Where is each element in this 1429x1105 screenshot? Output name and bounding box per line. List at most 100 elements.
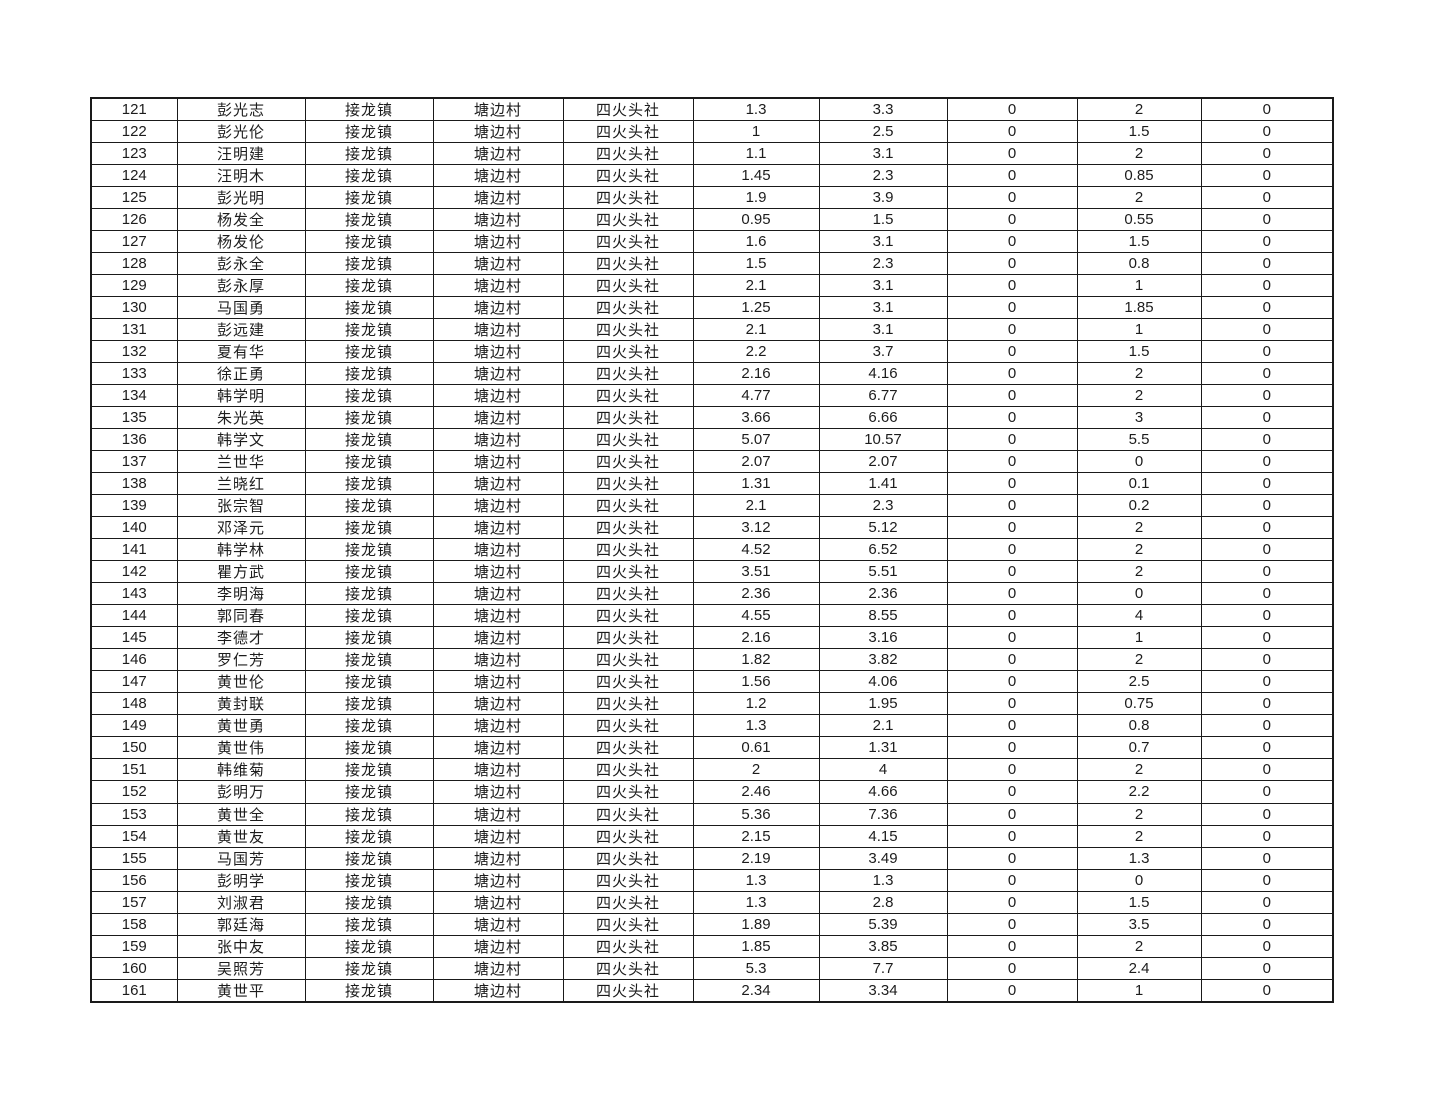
cell-row-number: 139 <box>90 494 178 518</box>
cell-value-1: 2.2 <box>692 340 820 364</box>
cell-person-name: 郭同春 <box>176 604 306 628</box>
cell-value-2: 1.95 <box>818 692 948 716</box>
cell-person-name: 瞿方武 <box>176 560 306 584</box>
cell-value-1: 2.46 <box>692 780 820 804</box>
cell-value-5: 0 <box>1200 384 1334 408</box>
cell-value-2: 3.34 <box>818 978 948 1003</box>
cell-value-3: 0 <box>946 516 1078 540</box>
cell-town: 接龙镇 <box>304 956 434 980</box>
cell-value-1: 2.16 <box>692 362 820 386</box>
cell-group: 四火头社 <box>562 692 694 716</box>
cell-value-2: 4 <box>818 758 948 782</box>
cell-row-number: 133 <box>90 362 178 386</box>
cell-town: 接龙镇 <box>304 494 434 518</box>
table-row: 141 韩学林 接龙镇 塘边村 四火头社 4.52 6.52 0 2 0 <box>90 538 1334 562</box>
cell-town: 接龙镇 <box>304 890 434 914</box>
cell-value-3: 0 <box>946 142 1078 166</box>
cell-row-number: 154 <box>90 824 178 848</box>
cell-value-2: 3.49 <box>818 846 948 870</box>
cell-village: 塘边村 <box>432 670 564 694</box>
cell-value-2: 3.7 <box>818 340 948 364</box>
cell-value-1: 1.3 <box>692 714 820 738</box>
cell-group: 四火头社 <box>562 780 694 804</box>
cell-value-5: 0 <box>1200 956 1334 980</box>
cell-village: 塘边村 <box>432 692 564 716</box>
cell-town: 接龙镇 <box>304 274 434 298</box>
cell-value-5: 0 <box>1200 252 1334 276</box>
cell-value-5: 0 <box>1200 450 1334 474</box>
cell-town: 接龙镇 <box>304 142 434 166</box>
cell-row-number: 132 <box>90 340 178 364</box>
cell-value-5: 0 <box>1200 802 1334 826</box>
cell-group: 四火头社 <box>562 318 694 342</box>
cell-group: 四火头社 <box>562 868 694 892</box>
cell-value-2: 6.66 <box>818 406 948 430</box>
cell-row-number: 160 <box>90 956 178 980</box>
cell-village: 塘边村 <box>432 97 564 122</box>
cell-value-3: 0 <box>946 450 1078 474</box>
cell-value-5: 0 <box>1200 824 1334 848</box>
cell-row-number: 122 <box>90 120 178 144</box>
cell-value-1: 1.3 <box>692 868 820 892</box>
cell-row-number: 131 <box>90 318 178 342</box>
table-row: 151 韩维菊 接龙镇 塘边村 四火头社 2 4 0 2 0 <box>90 758 1334 782</box>
cell-value-4: 2 <box>1076 802 1202 826</box>
cell-value-2: 5.39 <box>818 912 948 936</box>
cell-value-5: 0 <box>1200 120 1334 144</box>
cell-group: 四火头社 <box>562 120 694 144</box>
table-row: 153 黄世全 接龙镇 塘边村 四火头社 5.36 7.36 0 2 0 <box>90 802 1334 826</box>
cell-person-name: 杨发伦 <box>176 230 306 254</box>
cell-village: 塘边村 <box>432 384 564 408</box>
cell-town: 接龙镇 <box>304 340 434 364</box>
cell-group: 四火头社 <box>562 406 694 430</box>
cell-group: 四火头社 <box>562 824 694 848</box>
cell-value-3: 0 <box>946 868 1078 892</box>
cell-value-5: 0 <box>1200 780 1334 804</box>
cell-value-4: 2.2 <box>1076 780 1202 804</box>
cell-town: 接龙镇 <box>304 538 434 562</box>
cell-value-3: 0 <box>946 846 1078 870</box>
cell-value-5: 0 <box>1200 890 1334 914</box>
cell-value-2: 1.31 <box>818 736 948 760</box>
cell-value-5: 0 <box>1200 648 1334 672</box>
cell-value-5: 0 <box>1200 406 1334 430</box>
cell-value-3: 0 <box>946 230 1078 254</box>
cell-village: 塘边村 <box>432 560 564 584</box>
cell-person-name: 吴照芳 <box>176 956 306 980</box>
cell-person-name: 彭明万 <box>176 780 306 804</box>
cell-group: 四火头社 <box>562 538 694 562</box>
cell-person-name: 张中友 <box>176 934 306 958</box>
table-row: 137 兰世华 接龙镇 塘边村 四火头社 2.07 2.07 0 0 0 <box>90 450 1334 474</box>
cell-village: 塘边村 <box>432 626 564 650</box>
cell-village: 塘边村 <box>432 494 564 518</box>
cell-person-name: 李明海 <box>176 582 306 606</box>
cell-town: 接龙镇 <box>304 186 434 210</box>
cell-town: 接龙镇 <box>304 802 434 826</box>
cell-value-3: 0 <box>946 560 1078 584</box>
table-row: 154 黄世友 接龙镇 塘边村 四火头社 2.15 4.15 0 2 0 <box>90 824 1334 848</box>
cell-value-2: 2.3 <box>818 494 948 518</box>
cell-value-2: 2.07 <box>818 450 948 474</box>
cell-row-number: 135 <box>90 406 178 430</box>
cell-village: 塘边村 <box>432 186 564 210</box>
cell-group: 四火头社 <box>562 274 694 298</box>
cell-town: 接龙镇 <box>304 296 434 320</box>
cell-value-1: 2.19 <box>692 846 820 870</box>
cell-person-name: 兰世华 <box>176 450 306 474</box>
cell-village: 塘边村 <box>432 934 564 958</box>
cell-village: 塘边村 <box>432 824 564 848</box>
cell-group: 四火头社 <box>562 604 694 628</box>
cell-value-1: 2.1 <box>692 318 820 342</box>
cell-value-4: 2 <box>1076 186 1202 210</box>
cell-town: 接龙镇 <box>304 714 434 738</box>
cell-town: 接龙镇 <box>304 120 434 144</box>
cell-town: 接龙镇 <box>304 406 434 430</box>
cell-village: 塘边村 <box>432 890 564 914</box>
table-row: 145 李德才 接龙镇 塘边村 四火头社 2.16 3.16 0 1 0 <box>90 626 1334 650</box>
cell-value-4: 0 <box>1076 868 1202 892</box>
cell-value-4: 0.8 <box>1076 714 1202 738</box>
cell-village: 塘边村 <box>432 472 564 496</box>
table-row: 136 韩学文 接龙镇 塘边村 四火头社 5.07 10.57 0 5.5 0 <box>90 428 1334 452</box>
cell-value-1: 3.12 <box>692 516 820 540</box>
